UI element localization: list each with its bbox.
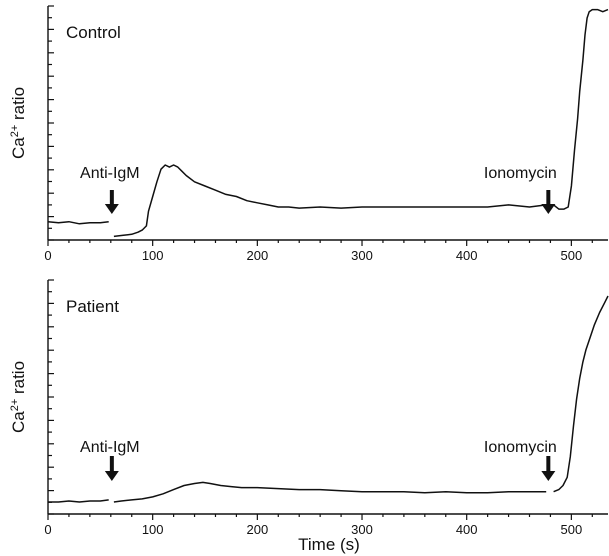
x-tick-label: 200: [246, 248, 268, 263]
arrow-head: [541, 204, 556, 214]
x-tick-label: 0: [44, 248, 51, 263]
panel-title: Patient: [66, 297, 119, 316]
ionomycin-label: Ionomycin: [484, 439, 557, 456]
y-axis-title-rest: ratio: [9, 87, 28, 125]
x-tick-label: 100: [142, 522, 164, 537]
y-axis-title-rest: ratio: [9, 361, 28, 399]
trace-segment-1: [48, 499, 109, 503]
x-axis-title: Time (s): [298, 535, 360, 554]
anti-igm-arrow: [104, 190, 119, 214]
arrow-head: [104, 471, 119, 481]
trace-segment-2: [113, 481, 547, 503]
x-tick-label: 300: [351, 522, 373, 537]
anti-igm-label: Anti-IgM: [80, 439, 140, 456]
ionomycin-arrow: [541, 190, 556, 214]
ionomycin-arrow: [541, 456, 556, 481]
x-tick-label: 0: [44, 522, 51, 537]
y-axis-title: Ca2+ ratio: [9, 87, 28, 159]
y-axis-title-sup: 2+: [9, 125, 21, 138]
x-tick-label: 500: [561, 248, 583, 263]
panel-title: Control: [66, 23, 121, 42]
x-tick-label: 200: [246, 522, 268, 537]
y-axis-title-base: Ca: [9, 411, 28, 433]
y-axis-title-sup: 2+: [9, 399, 21, 412]
y-axis-title-base: Ca: [9, 137, 28, 159]
y-axis-title: Ca2+ ratio: [9, 361, 28, 433]
anti-igm-arrow: [104, 456, 119, 481]
x-tick-label: 500: [561, 522, 583, 537]
trace-segment-1: [47, 220, 109, 225]
x-tick-label: 400: [456, 522, 478, 537]
patient-panel: 0 100 200 300 400 500 Patient Ca2+ ratio Anti-Ig…: [9, 279, 609, 537]
anti-igm-label: Anti-IgM: [80, 165, 140, 182]
x-tick-label: 300: [351, 248, 373, 263]
trace-segment-3: [553, 8, 609, 210]
trace-segment-2: [113, 164, 547, 238]
arrow-head: [541, 471, 556, 481]
control-panel: 0 100 200 300 400 500 Control Ca2+ ratio Anti-Ig…: [9, 5, 609, 263]
arrow-head: [104, 204, 119, 214]
ionomycin-label: Ionomycin: [484, 165, 557, 182]
x-tick-label: 400: [456, 248, 478, 263]
x-tick-label: 100: [142, 248, 164, 263]
trace-segment-3: [553, 295, 609, 493]
